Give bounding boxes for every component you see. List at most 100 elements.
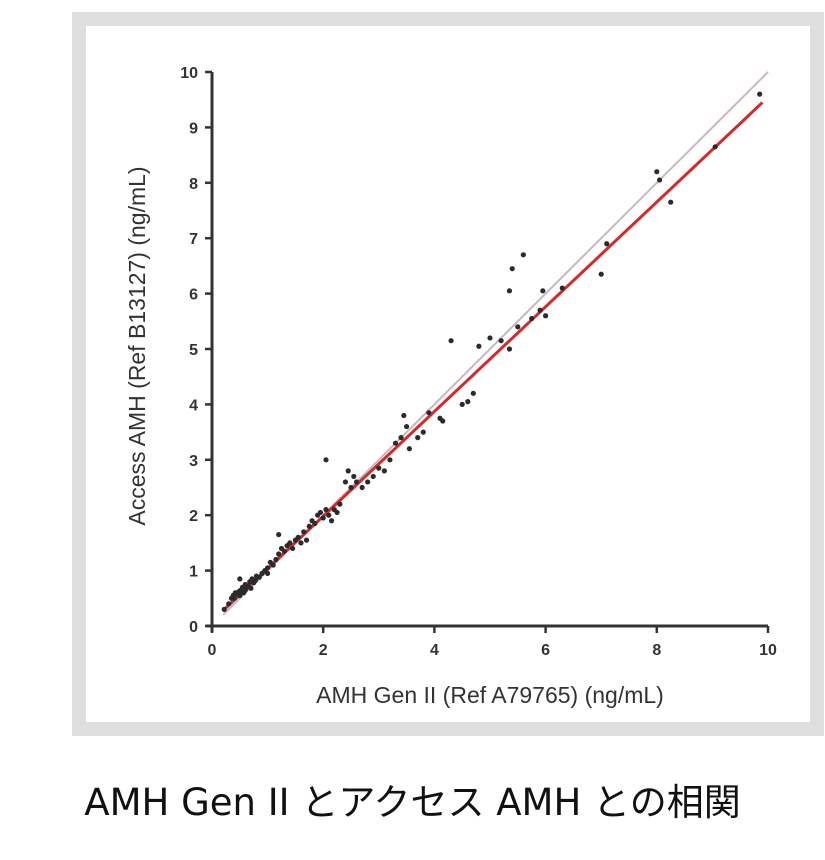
y-tick-label: 7 — [189, 231, 198, 248]
data-point — [252, 577, 258, 584]
y-tick-label: 3 — [189, 453, 198, 470]
data-point — [303, 537, 310, 543]
data-point — [543, 313, 549, 319]
data-point — [537, 307, 543, 313]
data-point — [320, 515, 326, 521]
data-point — [520, 252, 526, 258]
data-point — [265, 565, 271, 571]
points — [221, 91, 763, 612]
data-point — [668, 199, 674, 205]
axes: 0 1 2 3 4 5 6 7 8 9 10 0 2 4 6 8 10 — [180, 65, 777, 659]
data-point — [420, 429, 426, 435]
data-point — [404, 423, 410, 430]
data-point — [559, 285, 565, 291]
data-point — [256, 574, 262, 580]
data-point — [598, 271, 604, 277]
scatter-chart: 0 1 2 3 4 5 6 7 8 9 10 0 2 4 6 8 10 AMH Gen II (Ref A797… — [124, 65, 777, 708]
data-point — [353, 479, 360, 485]
data-point — [276, 551, 282, 557]
data-point — [295, 534, 301, 540]
data-point — [476, 343, 482, 349]
data-point — [287, 540, 293, 546]
y-tick-label: 8 — [189, 176, 198, 193]
y-tick-label: 2 — [189, 508, 198, 525]
data-point — [348, 484, 354, 491]
data-point — [654, 169, 660, 175]
data-point — [392, 440, 399, 446]
x-axis-label: AMH Gen II (Ref A79765) (ng/mL) — [316, 682, 664, 708]
data-point — [351, 473, 357, 480]
data-point — [506, 346, 513, 352]
x-tick-label: 4 — [430, 642, 439, 659]
data-point — [312, 520, 318, 527]
data-point — [345, 468, 351, 474]
data-point — [237, 576, 243, 582]
data-point — [301, 529, 307, 535]
data-point — [448, 338, 454, 344]
data-point — [381, 468, 387, 474]
x-tick-label: 0 — [208, 642, 217, 659]
data-point — [323, 507, 329, 513]
y-tick-label: 6 — [189, 287, 198, 304]
data-point — [273, 556, 279, 563]
data-point — [398, 435, 404, 441]
data-point — [470, 390, 476, 396]
data-point — [387, 457, 393, 463]
y-tick-label: 5 — [189, 342, 198, 359]
data-point — [509, 266, 515, 272]
data-point — [426, 410, 432, 416]
y-tick-label: 0 — [189, 619, 198, 636]
data-point — [270, 562, 276, 568]
data-point — [328, 518, 335, 524]
data-point — [757, 91, 763, 97]
y-tick-label: 10 — [180, 65, 198, 82]
data-point — [529, 315, 535, 322]
data-point — [231, 595, 237, 601]
data-point — [306, 523, 312, 529]
data-point — [415, 435, 421, 441]
chart-panel — [86, 26, 810, 722]
data-point — [298, 540, 304, 546]
data-point — [656, 177, 663, 183]
data-point — [276, 531, 282, 538]
data-point — [221, 606, 227, 612]
data-point — [712, 144, 718, 150]
data-point — [459, 401, 465, 407]
data-point — [506, 288, 513, 294]
data-point — [540, 288, 546, 294]
regression-line — [222, 101, 764, 612]
data-point — [604, 241, 610, 247]
data-point — [487, 335, 493, 341]
y-tick-label: 1 — [189, 564, 198, 581]
data-point — [465, 399, 471, 405]
data-point — [248, 585, 254, 591]
data-point — [370, 473, 376, 480]
data-point — [326, 512, 332, 518]
data-point — [317, 509, 324, 516]
data-point — [337, 501, 343, 507]
data-point — [323, 457, 329, 463]
labels: AMH Gen II (Ref A79765) (ng/mL) Access A… — [124, 166, 664, 708]
data-point — [281, 548, 287, 554]
data-point — [406, 446, 412, 452]
data-point — [342, 479, 349, 485]
data-point — [498, 338, 504, 344]
data-point — [334, 509, 340, 516]
x-tick-label: 2 — [319, 642, 328, 659]
data-point — [365, 479, 371, 485]
data-point — [290, 545, 296, 552]
data-point — [226, 601, 232, 607]
data-point — [376, 465, 382, 471]
x-tick-label: 6 — [541, 642, 550, 659]
data-point — [515, 324, 521, 330]
data-point — [440, 418, 446, 424]
y-axis-label: Access AMH (Ref B13127) (ng/mL) — [124, 166, 150, 525]
data-point — [265, 570, 271, 576]
data-point — [237, 592, 243, 599]
data-point — [401, 412, 407, 419]
x-tick-label: 10 — [759, 642, 777, 659]
figure-caption: AMH Gen II とアクセス AMH との相関 — [84, 781, 741, 824]
x-tick-label: 8 — [652, 642, 661, 659]
y-tick-label: 4 — [189, 397, 198, 414]
y-tick-label: 9 — [189, 120, 198, 137]
